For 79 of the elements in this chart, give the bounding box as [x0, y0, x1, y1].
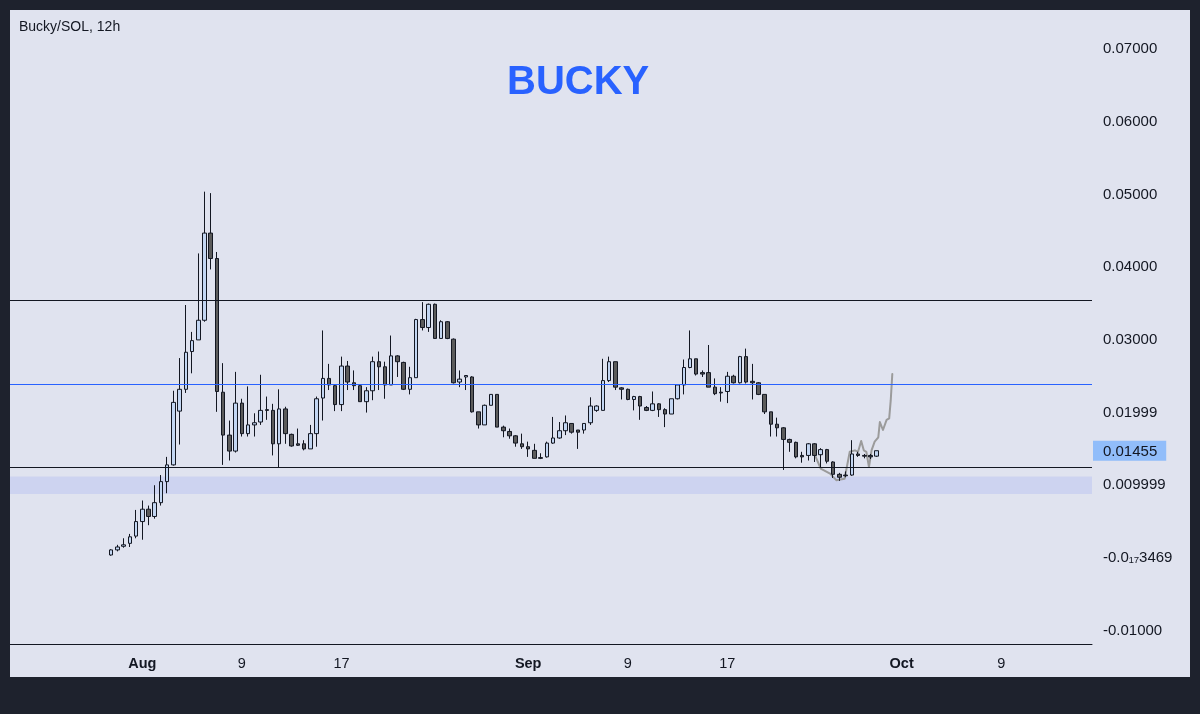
candlestick	[825, 448, 829, 464]
candlestick	[401, 361, 406, 391]
candlestick	[576, 429, 580, 450]
candlestick	[520, 433, 524, 450]
candlestick	[377, 351, 381, 391]
candlestick	[663, 407, 667, 428]
candlestick	[296, 428, 300, 447]
candlestick	[545, 441, 549, 459]
candlestick	[246, 385, 250, 438]
text: BUCKY	[507, 58, 650, 102]
candlestick	[682, 359, 686, 395]
x-tick-label: 17	[333, 654, 350, 671]
x-tick-label: 9	[237, 654, 246, 671]
candlestick	[769, 411, 773, 438]
candlestick	[134, 509, 138, 539]
candlestick	[582, 422, 586, 435]
candlestick	[470, 375, 474, 414]
y-tick-label: 0.05000	[1103, 184, 1158, 202]
x-tick-label: 17	[719, 654, 736, 671]
x-tick-label: Aug	[128, 654, 157, 671]
candlestick	[719, 386, 723, 403]
candlestick	[302, 439, 306, 451]
candlestick	[445, 320, 450, 340]
candlestick	[109, 548, 113, 557]
candlestick	[240, 398, 244, 438]
candlestick	[464, 375, 468, 391]
candlestick	[408, 366, 412, 395]
candlestick	[626, 388, 630, 401]
candlestick	[632, 395, 636, 411]
candlestick	[184, 304, 188, 394]
candlestick	[289, 433, 294, 448]
candlestick	[794, 441, 798, 459]
candlestick	[526, 441, 530, 458]
candlestick	[744, 348, 748, 384]
x-tick-label: Oct	[889, 654, 914, 671]
x-tick-label: Sep	[514, 654, 542, 671]
candlestick	[265, 396, 269, 421]
candlestick	[775, 417, 779, 438]
candlestick	[800, 451, 804, 464]
candlestick	[333, 384, 337, 412]
x-tick-label: 9	[997, 654, 1006, 671]
candlestick	[713, 377, 717, 396]
candlestick	[489, 393, 493, 406]
candlestick	[321, 329, 325, 422]
candlestick	[358, 384, 362, 403]
y-tick-label: 0.009999	[1103, 475, 1166, 493]
candlestick	[190, 331, 194, 374]
y-tick-label: 0.01999	[1103, 402, 1158, 420]
candlestick	[607, 356, 611, 383]
candlestick	[395, 354, 400, 378]
candlestick	[856, 451, 860, 458]
candlestick	[738, 355, 742, 384]
candlestick	[694, 358, 698, 376]
text: Bucky/SOL, 12h	[19, 18, 121, 34]
candlestick	[433, 303, 437, 339]
candlestick	[389, 335, 393, 386]
candlestick	[551, 416, 555, 445]
y-tick-label: -0.0₁₇3469	[1103, 547, 1173, 565]
y-tick-label: 0.03000	[1103, 329, 1158, 347]
candlestick	[271, 403, 275, 456]
candlestick	[439, 319, 443, 339]
candlestick	[688, 329, 692, 369]
candlestick	[601, 358, 605, 411]
y-tick-label: 0.04000	[1103, 257, 1158, 275]
candlestick	[501, 425, 506, 438]
candlestick	[638, 395, 642, 421]
candlestick	[283, 406, 288, 445]
candlestick	[221, 362, 225, 466]
candlestick	[383, 361, 387, 400]
candlestick	[495, 393, 499, 428]
candlestick	[414, 318, 418, 379]
candlestick	[128, 533, 132, 548]
y-tick-label: 0.07000	[1103, 39, 1158, 57]
text: 0.01455	[1103, 442, 1158, 460]
candlestick	[657, 402, 661, 418]
candlestick	[327, 363, 331, 391]
y-tick-label: -0.01000	[1103, 620, 1163, 638]
y-tick-label: 0.06000	[1103, 111, 1158, 129]
x-tick-label: 9	[623, 654, 632, 671]
